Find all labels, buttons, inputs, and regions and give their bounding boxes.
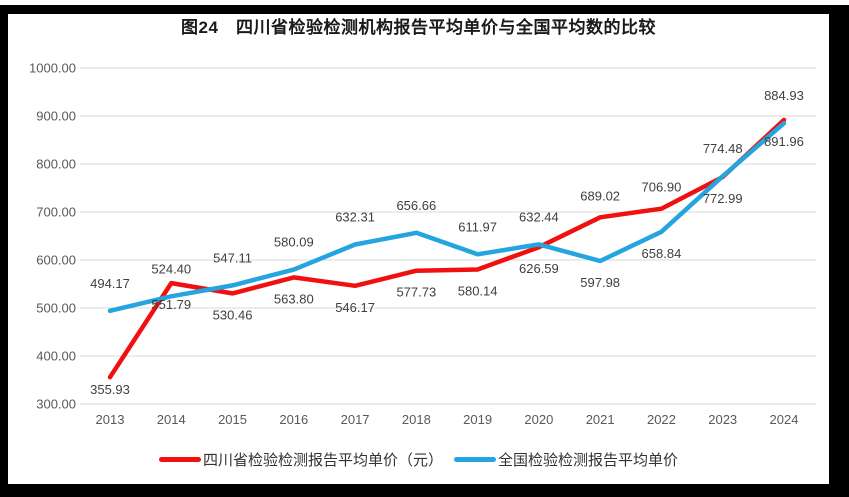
data-label-national: 494.17: [90, 276, 130, 291]
legend-swatch-sichuan-red-line: [158, 456, 201, 462]
legend-label-sichuan: 四川省检验检测报告平均单价（元）: [202, 451, 443, 469]
data-label-sichuan: 563.80: [274, 291, 314, 306]
chart-legend: 四川省检验检测报告平均单价（元） 全国检验检测报告平均单价: [8, 448, 829, 470]
data-label-sichuan: 772.99: [703, 191, 743, 206]
legend-label-national: 全国检验检测报告平均单价: [498, 451, 679, 469]
data-label-sichuan: 689.02: [580, 188, 620, 203]
y-tick-label: 800.00: [36, 157, 76, 172]
legend-item-national: 全国检验检测报告平均单价: [454, 449, 678, 470]
data-label-national: 524.40: [151, 261, 191, 276]
data-label-national: 611.97: [458, 219, 497, 234]
x-tick-label: 2014: [157, 412, 186, 427]
data-label-sichuan: 891.96: [764, 134, 804, 149]
x-tick-label: 2018: [402, 412, 431, 427]
data-label-national: 632.31: [335, 209, 375, 224]
legend-swatch-national-blue-line: [454, 456, 496, 462]
data-label-national: 632.44: [519, 209, 559, 224]
y-tick-label: 400.00: [36, 349, 76, 364]
data-label-national: 658.84: [642, 246, 682, 261]
data-label-sichuan: 551.79: [151, 297, 191, 312]
data-label-sichuan: 355.93: [90, 382, 130, 397]
x-tick-label: 2017: [341, 412, 370, 427]
data-label-sichuan: 626.59: [519, 261, 559, 276]
y-tick-label: 900.00: [36, 109, 76, 124]
x-tick-label: 2021: [586, 412, 615, 427]
x-tick-label: 2019: [463, 412, 492, 427]
series-line-sichuan: [107, 117, 787, 380]
x-tick-label: 2016: [279, 412, 308, 427]
x-tick-label: 2023: [708, 412, 737, 427]
data-label-national: 580.09: [274, 235, 314, 250]
data-label-sichuan: 580.14: [458, 284, 498, 299]
data-label-national: 884.93: [764, 88, 804, 103]
y-tick-label: 600.00: [36, 253, 76, 268]
data-label-national: 774.48: [703, 141, 743, 156]
y-tick-label: 700.00: [36, 205, 76, 220]
data-label-sichuan: 706.90: [642, 180, 682, 195]
data-label-national: 656.66: [396, 198, 436, 213]
data-label-sichuan: 530.46: [213, 307, 253, 322]
legend-item-sichuan: 四川省检验检测报告平均单价（元）: [158, 449, 443, 470]
x-tick-label: 2015: [218, 412, 247, 427]
y-tick-label: 1000.00: [29, 61, 76, 76]
y-tick-label: 500.00: [36, 301, 76, 316]
x-tick-label: 2024: [770, 412, 799, 427]
data-label-national: 547.11: [213, 250, 252, 265]
data-label-sichuan: 546.17: [335, 300, 375, 315]
x-tick-label: 2020: [524, 412, 553, 427]
chart-title: 图24 四川省检验检测机构报告平均单价与全国平均数的比较: [181, 18, 656, 37]
series-line-national: [107, 120, 787, 314]
x-tick-label: 2013: [96, 412, 125, 427]
y-tick-label: 300.00: [36, 397, 76, 412]
data-label-sichuan: 577.73: [396, 285, 436, 300]
x-tick-label: 2022: [647, 412, 676, 427]
data-label-national: 597.98: [580, 275, 620, 290]
